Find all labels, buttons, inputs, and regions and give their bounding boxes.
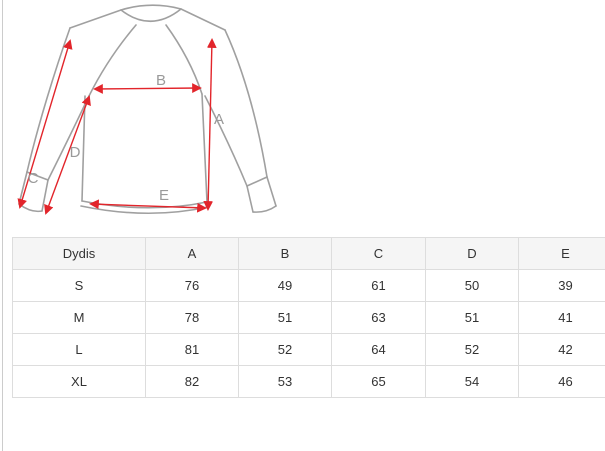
right-sleeve-inner-line: [204, 95, 248, 187]
left-cuff-inner-line: [41, 179, 49, 212]
value-cell: 46: [518, 365, 605, 398]
table-row-l: L 81 52 64 52 42: [12, 333, 605, 366]
table-row-s: S 76 49 61 50 39: [12, 269, 605, 302]
collar-inner-line: [120, 8, 182, 22]
table-row-xl: XL 82 53 65 54 46: [12, 365, 605, 398]
measurement-labels: B A D C E: [28, 72, 224, 204]
value-cell: 39: [518, 269, 605, 302]
column-header-e: E: [518, 237, 605, 270]
left-edge-divider: [2, 0, 3, 451]
measurement-arrows: [17, 38, 217, 215]
value-cell: 49: [238, 269, 332, 302]
right-cuff-inner-line: [246, 185, 254, 213]
value-cell: 51: [425, 301, 519, 334]
table-row-m: M 78 51 63 51 41: [12, 301, 605, 334]
measurement-label-c: C: [28, 170, 39, 187]
value-cell: 82: [145, 365, 239, 398]
size-cell: M: [12, 301, 146, 334]
column-header-d: D: [425, 237, 519, 270]
measurement-arrow-b: [93, 83, 202, 94]
value-cell: 63: [331, 301, 426, 334]
value-cell: 81: [145, 333, 239, 366]
column-header-b: B: [238, 237, 332, 270]
size-chart-table: Dydis A B C D E S 76 49 61 50 39 M 78 51…: [12, 237, 605, 398]
value-cell: 54: [425, 365, 519, 398]
measurement-arrow-d: [44, 95, 91, 215]
measurement-label-a: A: [214, 111, 224, 128]
column-header-a: A: [145, 237, 239, 270]
size-cell: XL: [12, 365, 146, 398]
torso-right-line: [201, 93, 208, 203]
measurement-label-b: B: [156, 72, 166, 89]
value-cell: 52: [238, 333, 332, 366]
right-cuff-outer-line: [266, 176, 277, 207]
size-cell: S: [12, 269, 146, 302]
table-header-row: Dydis A B C D E: [12, 237, 605, 270]
left-raglan-seam: [88, 24, 137, 97]
value-cell: 76: [145, 269, 239, 302]
column-header-size: Dydis: [12, 237, 146, 270]
size-cell: L: [12, 333, 146, 366]
right-cuff-bottom-line: [252, 205, 277, 213]
measurement-arrow-e: [89, 199, 207, 213]
left-shoulder-line: [69, 9, 122, 29]
value-cell: 64: [331, 333, 426, 366]
measurement-label-e: E: [159, 187, 169, 204]
value-cell: 42: [518, 333, 605, 366]
right-shoulder-line: [180, 8, 226, 31]
measurement-arrow-a: [203, 38, 217, 211]
sweatshirt-measurement-diagram: B A D C E: [0, 0, 300, 232]
value-cell: 53: [238, 365, 332, 398]
value-cell: 52: [425, 333, 519, 366]
left-cuff-bottom-line: [18, 203, 43, 213]
sweatshirt-diagram-svg: B A D C E: [17, 4, 277, 215]
value-cell: 50: [425, 269, 519, 302]
value-cell: 41: [518, 301, 605, 334]
value-cell: 65: [331, 365, 426, 398]
right-sleeve-outer-line: [224, 29, 268, 178]
value-cell: 51: [238, 301, 332, 334]
column-header-c: C: [331, 237, 426, 270]
measurement-label-d: D: [70, 144, 81, 161]
right-cuff-band-line: [246, 176, 268, 187]
value-cell: 78: [145, 301, 239, 334]
value-cell: 61: [331, 269, 426, 302]
collar-outer-line: [120, 4, 182, 11]
right-raglan-seam: [165, 24, 203, 95]
